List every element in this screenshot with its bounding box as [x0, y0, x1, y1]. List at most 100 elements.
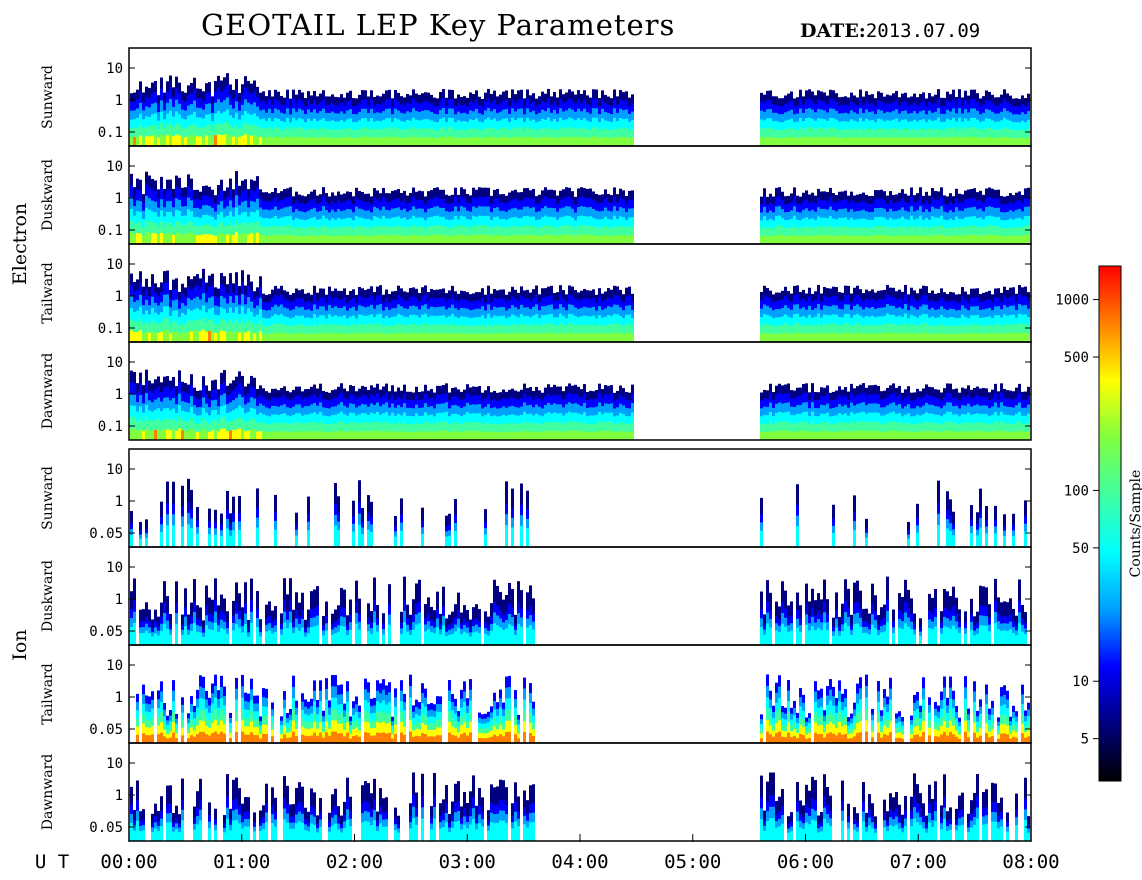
heat-cell: [190, 300, 193, 312]
heat-cell: [931, 324, 934, 334]
heat-cell: [982, 317, 985, 327]
heat-cell: [340, 324, 343, 334]
heat-cell: [808, 235, 811, 245]
heat-cell: [337, 299, 340, 309]
heat-cell: [529, 103, 532, 113]
heat-cell: [997, 306, 1000, 316]
heat-cell: [982, 235, 985, 245]
heat-cell: [259, 137, 262, 147]
heat-cell: [490, 211, 493, 221]
heat-cell: [295, 306, 298, 316]
heat-cell: [184, 225, 187, 236]
heat-cell: [526, 197, 529, 208]
heat-cell: [451, 136, 454, 147]
heat-cell: [556, 325, 559, 335]
heat-cell: [880, 333, 883, 343]
heat-cell: [448, 316, 451, 326]
heat-cell: [160, 100, 163, 113]
heat-cell: [1006, 235, 1009, 245]
heat-cell: [847, 129, 850, 139]
heat-cell: [568, 234, 571, 245]
heat-cell: [628, 113, 631, 123]
heat-cell: [436, 196, 439, 207]
heat-cell: [223, 217, 226, 227]
heat-cell: [370, 323, 373, 334]
heat-cell: [460, 234, 463, 245]
heat-cell: [886, 203, 889, 213]
heat-cell: [961, 202, 964, 212]
heat-cell: [1018, 130, 1021, 139]
heat-cell: [832, 286, 835, 297]
heat-cell: [190, 178, 193, 190]
heat-cell: [334, 324, 337, 334]
heat-cell: [169, 222, 172, 234]
heat-cell: [154, 312, 157, 323]
heat-cell: [193, 189, 196, 200]
heat-cell: [325, 310, 328, 319]
heat-cell: [133, 405, 136, 418]
heat-cell: [199, 299, 202, 311]
heat-cell: [913, 128, 916, 138]
heat-cell: [559, 285, 562, 296]
heat-cell: [775, 300, 778, 310]
heat-cell: [313, 295, 316, 306]
heat-cell: [151, 114, 154, 126]
heat-cell: [628, 332, 631, 343]
heat-cell: [586, 95, 589, 105]
heat-cell: [595, 193, 598, 203]
heat-cell: [508, 300, 511, 310]
heat-cell: [142, 219, 145, 228]
heat-cell: [982, 137, 985, 147]
heat-cell: [142, 412, 145, 423]
heat-cell: [820, 200, 823, 210]
heat-cell: [1021, 194, 1024, 204]
heat-cell: [886, 137, 889, 147]
heat-cell: [400, 121, 403, 130]
heat-cell: [148, 430, 151, 441]
heat-cell: [478, 300, 481, 310]
heat-cell: [952, 89, 955, 100]
heat-cell: [469, 195, 472, 204]
heat-cell: [475, 300, 478, 310]
heat-cell: [481, 297, 484, 307]
heat-cell: [211, 104, 214, 114]
heat-cell: [136, 430, 139, 441]
heat-cell: [940, 137, 943, 147]
heat-cell: [151, 124, 154, 136]
heat-cell: [220, 91, 223, 103]
heat-cell: [952, 228, 955, 237]
heat-cell: [964, 299, 967, 309]
heat-cell: [565, 310, 568, 319]
heat-cell: [172, 116, 175, 127]
heat-cell: [805, 333, 808, 343]
heat-cell: [952, 108, 955, 119]
heat-cell: [505, 219, 508, 229]
heat-cell: [826, 288, 829, 298]
heat-cell: [472, 215, 475, 226]
heat-cell: [808, 314, 811, 325]
heat-cell: [610, 195, 613, 204]
heat-cell: [178, 177, 181, 190]
heat-cell: [967, 326, 970, 335]
heat-cell: [175, 278, 178, 290]
heat-cell: [373, 121, 376, 131]
heat-cell: [235, 195, 238, 209]
heat-cell: [451, 117, 454, 128]
heat-cell: [886, 303, 889, 314]
heat-cell: [241, 294, 244, 307]
heat-cell: [364, 90, 367, 101]
heat-cell: [808, 219, 811, 228]
heat-cell: [145, 219, 148, 233]
heat-cell: [511, 217, 514, 227]
heat-cell: [910, 129, 913, 139]
heat-cell: [442, 108, 445, 119]
heat-cell: [196, 319, 199, 332]
heat-cell: [235, 183, 238, 196]
heat-cell: [961, 296, 964, 306]
heat-cell: [244, 87, 247, 100]
heat-cell: [886, 294, 889, 305]
heat-cell: [955, 188, 958, 199]
heat-cell: [454, 299, 457, 309]
heat-cell: [190, 374, 193, 386]
heat-cell: [412, 323, 415, 334]
